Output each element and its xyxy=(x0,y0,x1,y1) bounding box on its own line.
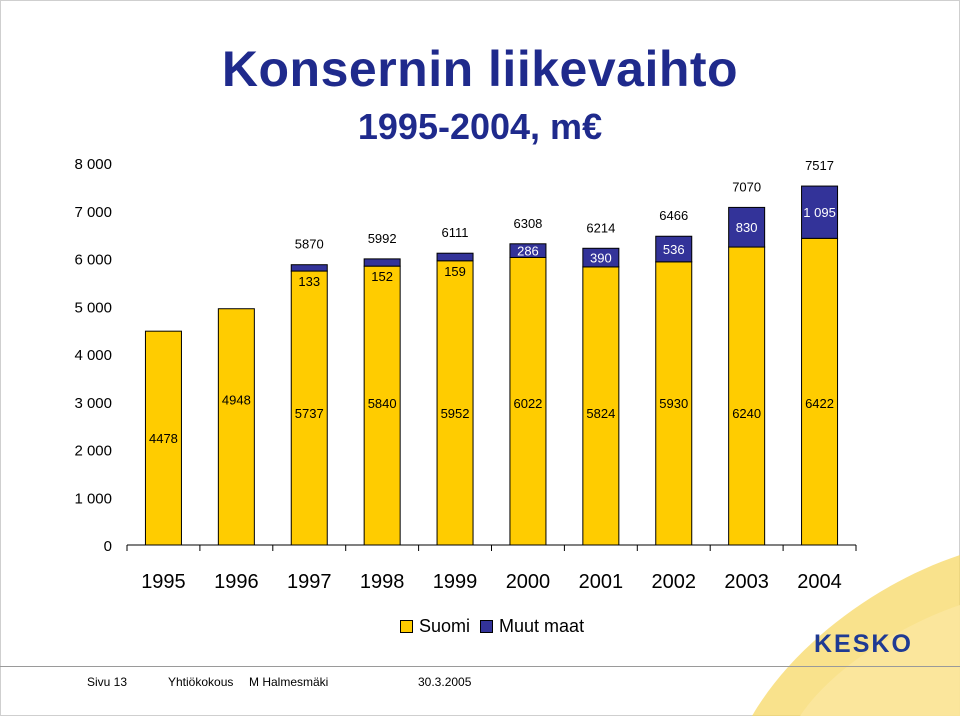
bar-suomi xyxy=(363,265,401,546)
data-label-total: 6111 xyxy=(442,225,469,240)
footer-event: Yhtiökokous xyxy=(168,675,234,689)
x-tick-label: 1995 xyxy=(141,571,186,593)
bar-muut-maat xyxy=(582,247,620,268)
bar-muut-maat xyxy=(290,264,328,272)
y-tick-label: 5 000 xyxy=(74,299,112,316)
x-tick-label: 2001 xyxy=(579,571,624,593)
y-tick-label: 3 000 xyxy=(74,395,112,412)
bar-suomi xyxy=(801,237,839,546)
chart-subtitle: 1995-2004, m€ xyxy=(357,106,603,147)
data-label-muut-maat: 159 xyxy=(444,264,466,279)
data-label-total: 6466 xyxy=(659,208,688,223)
bar-muut-maat xyxy=(655,235,693,263)
data-label-muut-maat: 133 xyxy=(298,274,320,289)
x-tick-label: 1997 xyxy=(287,571,332,593)
data-label-muut-maat: 152 xyxy=(371,269,393,284)
y-tick-label: 6 000 xyxy=(74,252,112,269)
x-tick-label: 1996 xyxy=(214,571,259,593)
data-label-suomi: 4478 xyxy=(149,431,178,446)
bar-muut-maat xyxy=(436,252,474,262)
bar-suomi xyxy=(582,266,620,546)
data-label-total: 6214 xyxy=(586,220,615,235)
x-tick-label: 2000 xyxy=(506,571,551,593)
data-label-suomi: 5840 xyxy=(368,396,397,411)
legend-swatch-muut-maat xyxy=(480,620,494,633)
legend-swatch-suomi xyxy=(400,620,413,633)
legend-label-suomi: Suomi xyxy=(419,616,471,636)
x-tick-label: 2002 xyxy=(652,571,697,593)
data-label-suomi: 5952 xyxy=(441,406,470,421)
data-label-total: 7070 xyxy=(732,179,761,194)
bar-muut-maat xyxy=(728,206,766,248)
bar-suomi xyxy=(290,270,328,546)
y-tick-label: 2 000 xyxy=(74,443,112,460)
chart-title: Konsernin liikevaihto xyxy=(221,41,739,97)
footer-divider xyxy=(0,666,960,667)
data-label-total: 6308 xyxy=(513,216,542,231)
data-label-suomi: 5930 xyxy=(659,396,688,411)
bar-suomi xyxy=(655,261,693,546)
y-tick-label: 1 000 xyxy=(74,490,112,507)
bar-suomi xyxy=(436,260,474,546)
logo-swoosh-inner xyxy=(800,605,960,716)
data-label-suomi: 6240 xyxy=(732,406,761,421)
x-tick-label: 2003 xyxy=(724,571,769,593)
data-label-total: 5870 xyxy=(295,237,324,252)
data-label-muut-maat: 830 xyxy=(736,220,758,235)
bar-muut-maat xyxy=(801,185,839,239)
legend-label-muut-maat: Muut maat xyxy=(499,616,585,636)
y-tick-label: 0 xyxy=(104,538,112,555)
bar-suomi xyxy=(144,330,182,546)
data-label-total: 5992 xyxy=(368,231,397,246)
footer-page: Sivu 13 xyxy=(87,675,128,689)
data-label-suomi: 6422 xyxy=(805,396,834,411)
bar-suomi xyxy=(217,308,255,546)
footer-presenter: M Halmesmäki xyxy=(249,675,329,689)
bar-suomi xyxy=(728,246,766,546)
y-tick-label: 7 000 xyxy=(74,204,112,221)
data-label-muut-maat: 286 xyxy=(517,244,539,259)
bar-muut-maat xyxy=(363,258,401,267)
x-tick-label: 1998 xyxy=(360,571,405,593)
data-label-total: 7517 xyxy=(805,158,834,173)
legend: Suomi Muut maat xyxy=(400,616,584,637)
data-label-muut-maat: 1 095 xyxy=(803,205,836,220)
bar-muut-maat xyxy=(509,243,547,258)
y-tick-label: 8 000 xyxy=(74,156,112,173)
data-label-muut-maat: 536 xyxy=(663,242,685,257)
footer-date: 30.3.2005 xyxy=(418,675,472,689)
data-label-suomi: 5824 xyxy=(586,406,615,421)
x-tick-label: 2004 xyxy=(797,571,842,593)
x-tick-label: 1999 xyxy=(433,571,478,593)
data-label-suomi: 5737 xyxy=(295,406,324,421)
kesko-logo: KESKO xyxy=(814,630,913,658)
data-label-muut-maat: 390 xyxy=(590,251,612,266)
data-label-suomi: 6022 xyxy=(513,396,542,411)
data-label-suomi: 4948 xyxy=(222,393,251,408)
y-tick-label: 4 000 xyxy=(74,347,112,364)
